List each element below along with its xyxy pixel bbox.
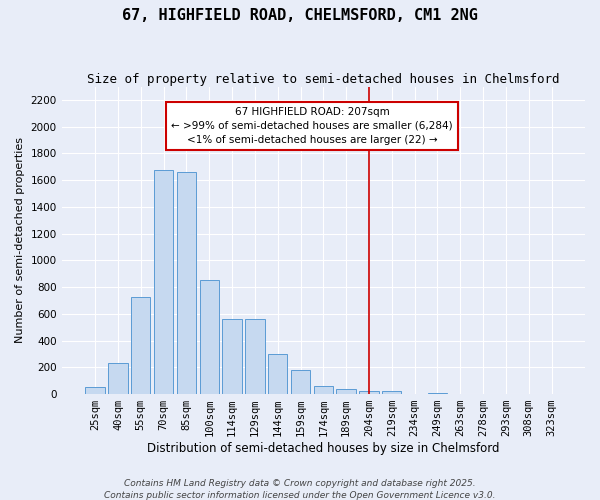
X-axis label: Distribution of semi-detached houses by size in Chelmsford: Distribution of semi-detached houses by … (147, 442, 500, 455)
Bar (382, 392, 401, 394)
Bar (177, 172, 196, 394)
Bar (428, 392, 447, 394)
Bar (131, 296, 151, 394)
Bar (314, 386, 333, 394)
Bar (223, 319, 242, 394)
Y-axis label: Number of semi-detached properties: Number of semi-detached properties (15, 138, 25, 344)
Bar (291, 370, 310, 394)
Text: 67, HIGHFIELD ROAD, CHELMSFORD, CM1 2NG: 67, HIGHFIELD ROAD, CHELMSFORD, CM1 2NG (122, 8, 478, 22)
Bar (337, 390, 356, 394)
Bar (154, 170, 173, 394)
Bar (85, 388, 105, 394)
Title: Size of property relative to semi-detached houses in Chelmsford: Size of property relative to semi-detach… (87, 72, 560, 86)
Bar (359, 390, 379, 394)
Bar (268, 354, 287, 394)
Bar (245, 319, 265, 394)
Bar (108, 364, 128, 394)
Bar (200, 280, 219, 394)
Text: Contains HM Land Registry data © Crown copyright and database right 2025.
Contai: Contains HM Land Registry data © Crown c… (104, 478, 496, 500)
Text: 67 HIGHFIELD ROAD: 207sqm
← >99% of semi-detached houses are smaller (6,284)
<1%: 67 HIGHFIELD ROAD: 207sqm ← >99% of semi… (171, 106, 453, 144)
